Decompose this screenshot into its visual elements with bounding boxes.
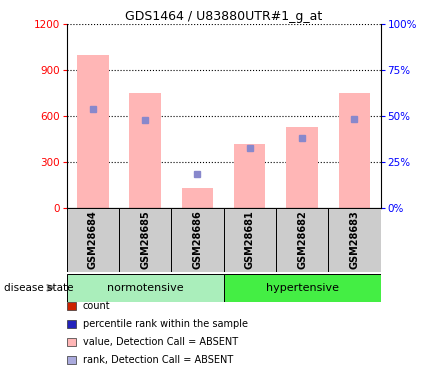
Text: percentile rank within the sample: percentile rank within the sample <box>83 319 248 328</box>
Bar <box>77 55 108 208</box>
Bar <box>182 188 213 208</box>
Bar <box>328 208 381 272</box>
Text: GSM28681: GSM28681 <box>245 211 255 269</box>
Bar <box>119 208 171 272</box>
Bar <box>276 208 328 272</box>
Text: GSM28686: GSM28686 <box>193 211 203 269</box>
Text: GSM28685: GSM28685 <box>140 211 150 269</box>
Text: GSM28684: GSM28684 <box>88 211 98 269</box>
Bar <box>67 338 76 346</box>
Text: disease state: disease state <box>4 283 74 293</box>
Bar <box>286 127 318 208</box>
Text: GSM28683: GSM28683 <box>350 211 359 269</box>
Text: GSM28682: GSM28682 <box>297 211 307 269</box>
Text: value, Detection Call = ABSENT: value, Detection Call = ABSENT <box>83 337 238 346</box>
Bar <box>224 274 381 302</box>
Bar <box>67 274 224 302</box>
Bar <box>67 320 76 328</box>
Bar <box>67 208 119 272</box>
Text: rank, Detection Call = ABSENT: rank, Detection Call = ABSENT <box>83 355 233 364</box>
Bar <box>171 208 224 272</box>
Text: count: count <box>83 301 110 310</box>
Bar <box>67 356 76 364</box>
Bar <box>67 302 76 310</box>
Text: hypertensive: hypertensive <box>266 283 338 293</box>
Title: GDS1464 / U83880UTR#1_g_at: GDS1464 / U83880UTR#1_g_at <box>125 10 322 23</box>
Text: normotensive: normotensive <box>107 283 184 293</box>
Bar <box>224 208 276 272</box>
Bar <box>234 144 265 208</box>
Bar <box>129 93 161 208</box>
Bar <box>339 93 370 208</box>
